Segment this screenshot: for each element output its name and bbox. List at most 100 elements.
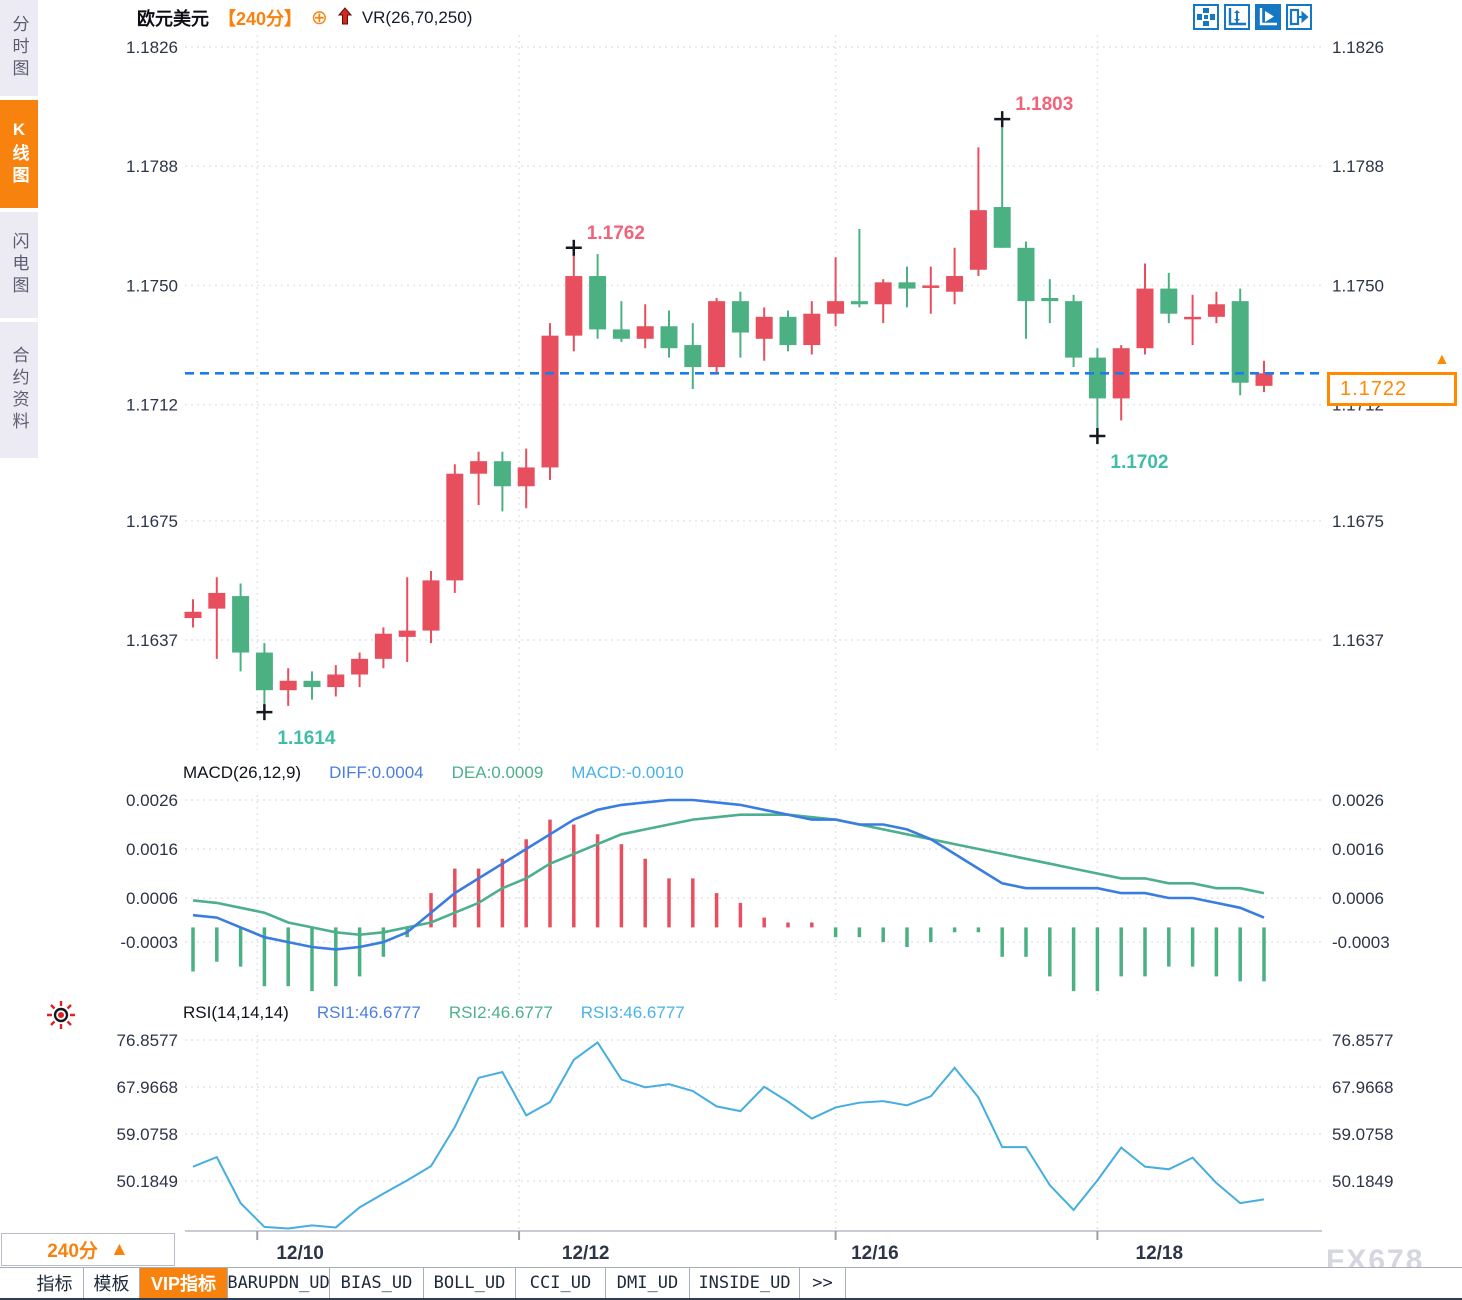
svg-text:12/12: 12/12 xyxy=(562,1243,610,1264)
svg-text:59.0758: 59.0758 xyxy=(117,1125,178,1144)
tab-more[interactable]: >> xyxy=(800,1268,846,1298)
sidebar-item-kline-chart[interactable]: K线图 xyxy=(0,100,38,208)
tab-label: BOLL_UD xyxy=(433,1273,506,1293)
tab-cci-ud[interactable]: CCI_UD xyxy=(516,1268,606,1298)
svg-text:1.1826: 1.1826 xyxy=(1332,38,1384,57)
svg-text:0.0016: 0.0016 xyxy=(126,840,178,859)
svg-text:-0.0003: -0.0003 xyxy=(120,933,178,952)
tab-indicators[interactable]: 指标 xyxy=(26,1268,84,1298)
svg-text:1.1762: 1.1762 xyxy=(587,223,645,244)
svg-text:1.1637: 1.1637 xyxy=(126,631,178,650)
tab-label: >> xyxy=(812,1273,833,1293)
svg-text:1.1803: 1.1803 xyxy=(1015,94,1073,115)
diff-line xyxy=(192,798,1265,951)
tab-templates[interactable]: 模板 xyxy=(84,1268,140,1298)
svg-text:1.1826: 1.1826 xyxy=(126,38,178,57)
grid-and-axes: 1.1826 1.1826 1.1788 1.1788 1.1750 1.1750 1.17… xyxy=(117,35,1393,1264)
chart-toolbar xyxy=(1193,4,1312,30)
pan-right-icon xyxy=(1289,8,1309,26)
price-markers: 1.1614 1.1762 1.1803 1.1702 xyxy=(256,94,1169,749)
svg-text:1.1788: 1.1788 xyxy=(126,157,178,176)
y-axis-fit-icon xyxy=(1228,8,1246,26)
svg-text:1.1788: 1.1788 xyxy=(1332,157,1384,176)
sidebar-item-label: K线图 xyxy=(9,120,29,188)
macd-diff-value: DIFF:0.0004 xyxy=(329,763,424,782)
tab-barupdn-ud[interactable]: BARUPDN_UD xyxy=(227,1268,330,1298)
svg-text:1.1750: 1.1750 xyxy=(126,276,178,295)
chart-type-sidebar: 分时图 K线图 闪电图 合约资料 xyxy=(0,0,40,460)
tab-label: VIP指标 xyxy=(150,1274,216,1294)
svg-text:0.0026: 0.0026 xyxy=(126,791,178,810)
playback-button[interactable] xyxy=(1255,4,1281,30)
macd-header: MACD(26,12,9) DIFF:0.0004 DEA:0.0009 MAC… xyxy=(183,763,684,783)
tab-label: 指标 xyxy=(36,1274,73,1294)
rsi-line xyxy=(192,1040,1265,1230)
chart-header: 欧元美元 【240分】 ⊕ VR(26,70,250) xyxy=(137,5,472,31)
svg-text:1.1637: 1.1637 xyxy=(1332,631,1384,650)
svg-text:12/18: 12/18 xyxy=(1136,1243,1184,1264)
sidebar-item-lightning-chart[interactable]: 闪电图 xyxy=(0,212,38,318)
svg-text:-0.0003: -0.0003 xyxy=(1332,933,1390,952)
rsi3-value: RSI3:46.6777 xyxy=(580,1003,685,1022)
circle-plus-icon[interactable]: ⊕ xyxy=(311,7,328,29)
tab-inside-ud[interactable]: INSIDE_UD xyxy=(690,1268,800,1298)
symbol-name: 欧元美元 xyxy=(137,9,209,29)
macd-hist-value: MACD:-0.0010 xyxy=(571,763,684,782)
rsi-header: RSI(14,14,14) RSI1:46.6777 RSI2:46.6777 … xyxy=(183,1003,685,1023)
y-axis-fit-button[interactable] xyxy=(1224,4,1250,30)
alert-sun-icon[interactable] xyxy=(44,998,78,1037)
tab-bias-ud[interactable]: BIAS_UD xyxy=(330,1268,424,1298)
candlesticks xyxy=(184,119,1273,713)
price-up-arrow-icon: ▲ xyxy=(1434,351,1450,368)
sidebar-item-time-chart[interactable]: 分时图 xyxy=(0,0,38,96)
tab-label: CCI_UD xyxy=(529,1273,592,1293)
indicator-tab-bar: 指标 模板 VIP指标 BARUPDN_UD BIAS_UD BOLL_UD C… xyxy=(0,1267,1462,1300)
sidebar-item-label: 闪电图 xyxy=(9,232,29,298)
svg-text:12/10: 12/10 xyxy=(276,1243,324,1264)
svg-text:0.0026: 0.0026 xyxy=(1332,791,1384,810)
svg-text:50.1849: 50.1849 xyxy=(117,1172,178,1191)
tab-label: DMI_UD xyxy=(616,1273,679,1293)
tab-vip-indicators[interactable]: VIP指标 xyxy=(140,1268,228,1298)
current-price-tag: 1.1722 xyxy=(1327,372,1457,406)
playback-icon xyxy=(1259,8,1277,26)
svg-text:1.1675: 1.1675 xyxy=(1332,512,1384,531)
svg-text:0.0016: 0.0016 xyxy=(1332,840,1384,859)
pan-right-button[interactable] xyxy=(1286,4,1312,30)
timeframe-arrow-icon: ▲ xyxy=(109,1238,129,1260)
period-label[interactable]: 【240分】 xyxy=(218,9,303,29)
timeframe-selector[interactable]: 240分 ▲ xyxy=(1,1233,175,1266)
current-price-value: 1.1722 xyxy=(1340,377,1408,400)
macd-panel xyxy=(191,798,1266,992)
svg-text:76.8577: 76.8577 xyxy=(1332,1031,1393,1050)
svg-text:1.1750: 1.1750 xyxy=(1332,276,1384,295)
rsi-title[interactable]: RSI(14,14,14) xyxy=(183,1003,289,1022)
svg-text:67.9668: 67.9668 xyxy=(117,1078,178,1097)
svg-text:12/16: 12/16 xyxy=(851,1243,899,1264)
svg-text:76.8577: 76.8577 xyxy=(117,1031,178,1050)
macd-title[interactable]: MACD(26,12,9) xyxy=(183,763,302,782)
tab-dmi-ud[interactable]: DMI_UD xyxy=(606,1268,690,1298)
svg-text:1.1614: 1.1614 xyxy=(277,728,336,749)
rsi1-value: RSI1:46.6777 xyxy=(316,1003,421,1022)
svg-text:1.1702: 1.1702 xyxy=(1110,452,1168,473)
svg-text:1.1675: 1.1675 xyxy=(126,512,178,531)
crosshair-move-button[interactable] xyxy=(1193,4,1219,30)
tab-boll-ud[interactable]: BOLL_UD xyxy=(424,1268,516,1298)
up-arrow-icon xyxy=(337,6,353,30)
sidebar-item-label: 分时图 xyxy=(9,15,29,81)
tab-label: INSIDE_UD xyxy=(698,1273,791,1293)
tab-label: 模板 xyxy=(93,1274,130,1294)
sidebar-item-contract-info[interactable]: 合约资料 xyxy=(0,322,38,458)
svg-text:67.9668: 67.9668 xyxy=(1332,1078,1393,1097)
macd-dea-value: DEA:0.0009 xyxy=(451,763,544,782)
timeframe-label: 240分 xyxy=(47,1241,98,1262)
svg-text:1.1712: 1.1712 xyxy=(126,396,178,415)
svg-text:0.0006: 0.0006 xyxy=(126,889,178,908)
crosshair-move-icon xyxy=(1197,8,1215,26)
vr-indicator-label: VR(26,70,250) xyxy=(361,8,473,27)
sidebar-item-label: 合约资料 xyxy=(9,346,29,434)
rsi2-value: RSI2:46.6777 xyxy=(448,1003,553,1022)
tab-label: BARUPDN_UD xyxy=(227,1273,330,1293)
